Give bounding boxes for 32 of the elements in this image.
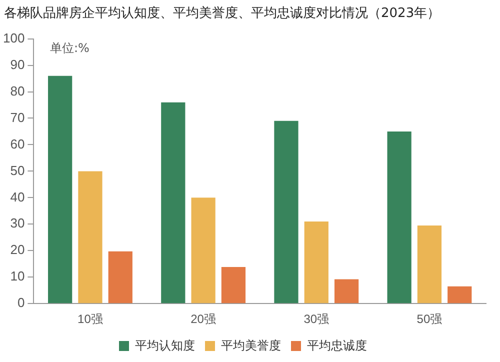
y-tick-label: 90 <box>10 56 25 72</box>
bar <box>448 286 472 304</box>
y-tick-label: 10 <box>10 268 25 284</box>
bar <box>387 131 412 304</box>
y-tick-label: 70 <box>10 110 25 125</box>
bar <box>78 171 102 304</box>
x-tick-label: 20强 <box>190 312 216 326</box>
bar <box>334 279 359 304</box>
bar <box>161 102 186 304</box>
bar <box>304 222 328 304</box>
annotation: 单位:% <box>50 40 90 57</box>
x-tick-label: 50强 <box>416 312 442 326</box>
y-tick-label: 100 <box>2 30 25 46</box>
bar <box>191 198 216 304</box>
legend-label: 平均认知度 <box>135 338 195 352</box>
y-tick-label: 0 <box>17 295 25 310</box>
y-tick-label: 60 <box>10 136 25 152</box>
y-tick-label: 40 <box>10 189 25 204</box>
bar <box>274 120 298 304</box>
x-tick-label: 10强 <box>78 312 103 326</box>
y-tick-label: 20 <box>10 242 25 258</box>
y-tick-label: 30 <box>10 216 25 231</box>
bar <box>417 225 442 304</box>
y-tick-label: 80 <box>10 83 25 98</box>
legend-label: 平均忠诚度 <box>307 338 367 352</box>
bar <box>108 251 132 304</box>
x-tick-label: 30强 <box>304 312 330 326</box>
chart-title: 各梯队品牌房企平均认知度、平均美誉度、平均忠诚度对比情况（2023年） <box>4 5 442 22</box>
bar <box>221 267 246 304</box>
bar <box>48 76 72 304</box>
y-tick-label: 50 <box>10 162 25 178</box>
legend-label: 平均美誉度 <box>221 338 281 352</box>
